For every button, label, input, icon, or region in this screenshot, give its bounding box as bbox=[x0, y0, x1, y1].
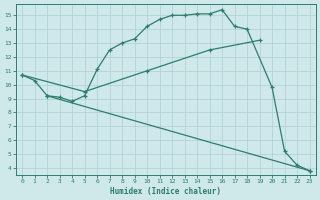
X-axis label: Humidex (Indice chaleur): Humidex (Indice chaleur) bbox=[110, 187, 221, 196]
